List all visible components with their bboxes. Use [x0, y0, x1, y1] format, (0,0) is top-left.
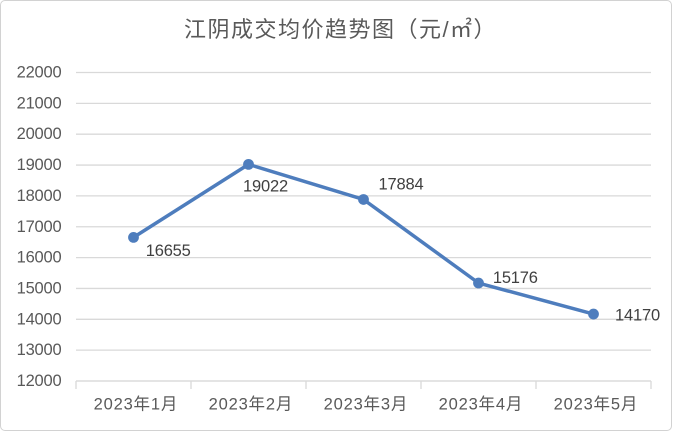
series-line-成交均价 — [131, 162, 596, 316]
data-point-marker-2023年3月 — [358, 194, 369, 205]
y-axis-label-19000: 19000 — [17, 156, 62, 174]
data-point-marker-2023年4月 — [473, 277, 484, 289]
y-axis-label-15000: 15000 — [17, 279, 62, 297]
data-point-marker-2023年5月 — [588, 308, 599, 320]
x-axis-label-2023年4月: 2023年4月 — [439, 395, 523, 414]
x-axis-label-2023年5月: 2023年5月 — [554, 395, 638, 414]
y-axis-label-14000: 14000 — [17, 310, 62, 328]
data-point-marker-2023年2月 — [243, 158, 254, 170]
y-axis-label-17000: 17000 — [17, 218, 62, 236]
data-point-marker-2023年1月 — [128, 231, 139, 243]
y-axis-label-20000: 20000 — [17, 125, 62, 143]
x-axis-label-2023年1月: 2023年1月 — [94, 395, 178, 414]
data-label-14170: 14170 — [615, 307, 660, 325]
y-axis-label-16000: 16000 — [17, 249, 62, 267]
y-axis-label-13000: 13000 — [17, 341, 62, 359]
x-axis-label-2023年3月: 2023年3月 — [324, 395, 408, 414]
x-axis-label-2023年2月: 2023年2月 — [209, 395, 293, 414]
y-axis-label-12000: 12000 — [17, 372, 62, 390]
data-label-19022: 19022 — [243, 177, 288, 195]
y-axis-label-21000: 21000 — [17, 94, 62, 112]
chart-title: 江阴成交均价趋势图（元/㎡） — [183, 17, 498, 42]
y-axis-label-18000: 18000 — [17, 187, 62, 205]
data-label-17884: 17884 — [379, 176, 424, 194]
data-label-15176: 15176 — [493, 269, 538, 287]
data-label-16655: 16655 — [146, 242, 191, 260]
y-axis-label-22000: 22000 — [17, 64, 62, 82]
